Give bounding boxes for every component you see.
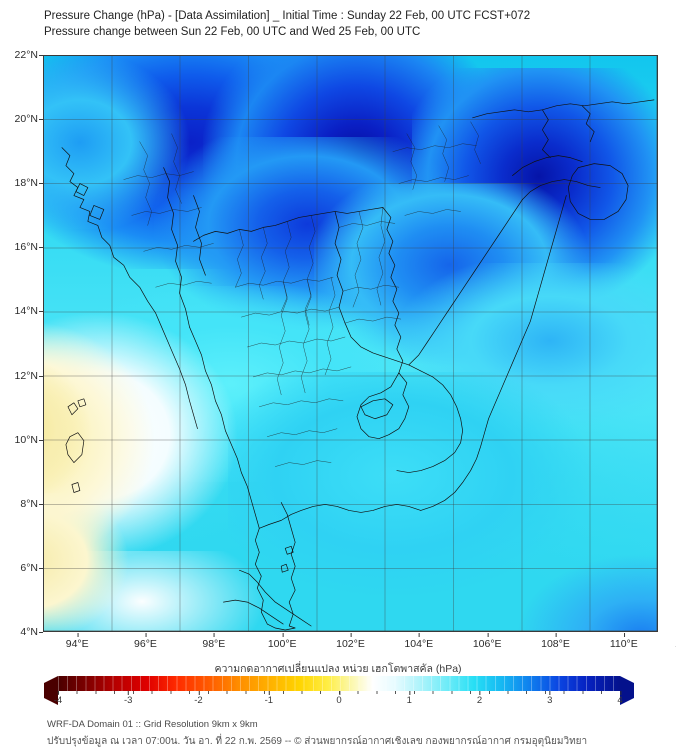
chart-title-block: Pressure Change (hPa) - [Data Assimilati… [44,8,664,40]
y-tick-14n: 14°N [15,305,43,317]
colorbar-gradient [44,676,634,705]
y-tick-6n: 6°N [20,562,43,574]
geography-overlay [44,56,657,631]
page-title: Pressure Change (hPa) - [Data Assimilati… [44,10,531,22]
x-tick-108e: 108°E [541,633,570,650]
colorbar-label-4: 4 [617,691,623,706]
colorbar[interactable]: -4 -3 -2 -1 0 1 2 3 4 [44,676,634,706]
colorbar-label--4: -4 [54,691,62,706]
colorbar-tick-axis: -4 -3 -2 -1 0 1 2 3 4 [54,691,623,706]
colorbar-caption: ความกดอากาศเปลี่ยนแปลง หน่วย เฮกโตพาสคัล… [214,663,462,675]
x-tick-98e: 98°E [202,633,225,650]
y-tick-20n: 20°N [15,113,43,125]
map-plot-area[interactable] [43,55,658,632]
colorbar-label-3: 3 [547,691,552,706]
y-tick-8n: 8°N [20,498,43,510]
x-tick-100e: 100°E [268,633,297,650]
x-tick-96e: 96°E [134,633,157,650]
footer-attribution: ปรับปรุงข้อมูล ณ เวลา 07:00น. วัน อา. ที… [47,736,588,747]
graticule-grid [44,56,657,631]
y-tick-16n: 16°N [15,241,43,253]
colorbar-label-1: 1 [407,691,412,706]
colorbar-segments [58,676,620,691]
x-tick-110e: 110°E [610,633,638,650]
y-tick-10n: 10°N [15,434,43,446]
colorbar-label-0: 0 [336,691,342,706]
field-yellow-south [44,493,155,631]
colorbar-label--1: -1 [265,691,273,706]
x-tick-104e: 104°E [404,633,433,650]
x-tick-106e: 106°E [473,633,502,650]
y-axis: 22°N 20°N 18°N 16°N 14°N 12°N 10°N 8°N 6… [0,49,43,638]
y-tick-4n: 4°N [20,626,43,638]
y-tick-18n: 18°N [15,177,43,189]
colorbar-label--3: -3 [124,691,132,706]
field-blob-bay-of-bengal [44,56,216,229]
x-axis: 94°E 96°E 98°E 100°E 102°E 104°E 106°E 1… [43,633,676,654]
y-tick-12n: 12°N [15,370,43,382]
field-yellow-core [44,355,118,505]
chart-subtitle: Pressure change between Sun 22 Feb, 00 U… [44,26,421,38]
x-tick-102e: 102°E [336,633,365,650]
colorbar-label-2: 2 [477,691,482,706]
footer: WRF-DA Domain 01 :: Grid Resolution 9km … [47,716,657,750]
field-cyan-gulf [227,372,596,603]
y-tick-22n: 22°N [15,49,43,61]
colorbar-label--2: -2 [194,691,203,706]
footer-model-info: WRF-DA Domain 01 :: Grid Resolution 9km … [47,719,258,730]
x-tick-94e: 94°E [66,633,89,650]
